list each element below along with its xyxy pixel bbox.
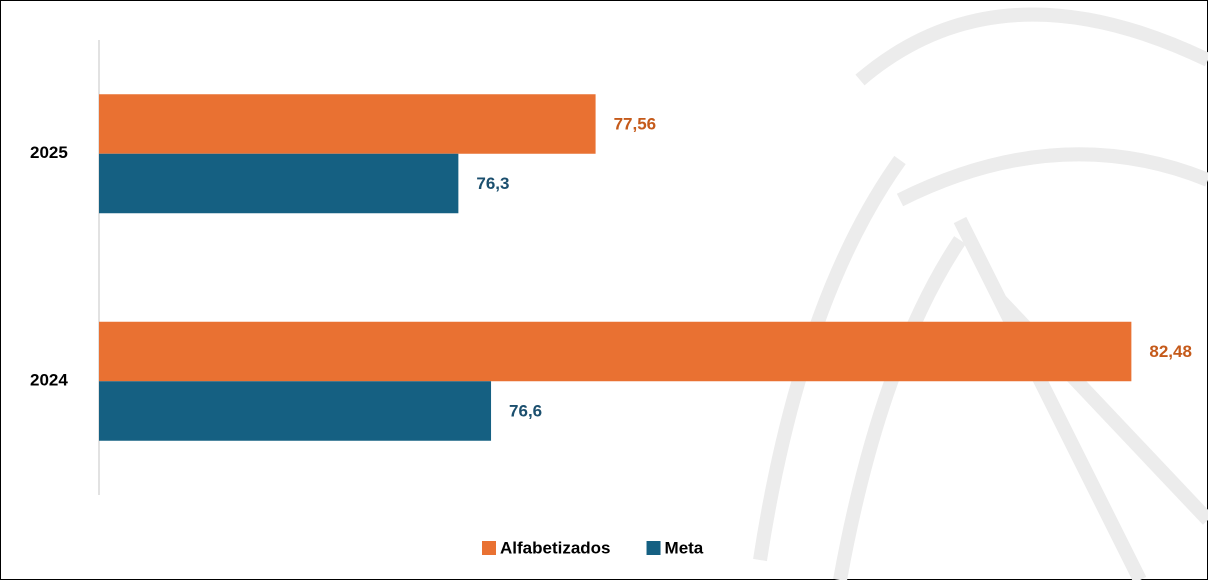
value-label: 77,56 <box>614 114 657 133</box>
legend-swatch <box>482 541 496 555</box>
bar <box>99 154 458 214</box>
value-label: 76,6 <box>509 401 542 420</box>
bar <box>99 94 596 154</box>
bar <box>99 381 491 441</box>
value-label: 76,3 <box>476 174 509 193</box>
category-label: 2025 <box>30 143 68 162</box>
category-label: 2024 <box>30 371 68 390</box>
bar <box>99 322 1131 382</box>
legend-label: Meta <box>665 538 704 557</box>
chart: 2025 77,56 76,3 2024 82,48 76,6 Alfabetizados M… <box>0 0 1208 580</box>
legend-label: Alfabetizados <box>500 538 611 557</box>
legend-swatch <box>647 541 661 555</box>
frame <box>1 1 1208 580</box>
value-label: 82,48 <box>1149 342 1192 361</box>
